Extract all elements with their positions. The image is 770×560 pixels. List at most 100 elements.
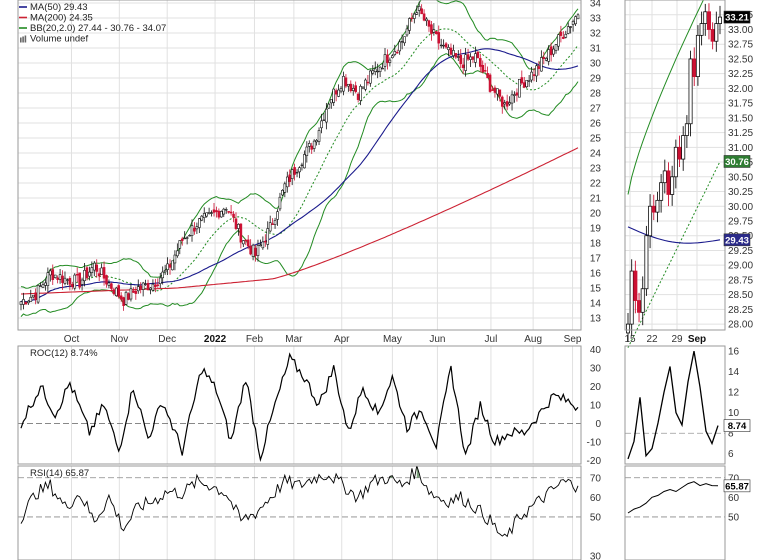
candle-body xyxy=(220,211,223,218)
candle-body xyxy=(205,212,208,217)
candle-body xyxy=(210,212,213,214)
price-badge xyxy=(723,233,751,247)
candle-body xyxy=(56,277,59,280)
rsi-y-tick-label: 50 xyxy=(590,512,602,523)
candle-body xyxy=(417,6,421,11)
candle-body xyxy=(395,51,399,54)
zoom-y-tick-label: 29.25 xyxy=(728,246,753,257)
candle-body xyxy=(322,119,326,121)
y-tick-label: 13 xyxy=(590,314,602,325)
zoom-y-tick-label: 30.00 xyxy=(728,202,753,213)
candle-body xyxy=(415,12,419,15)
candle-body xyxy=(437,32,441,44)
candle-body xyxy=(513,94,516,96)
candle-body xyxy=(498,89,502,97)
zoom-y-tick-label: 31.50 xyxy=(728,113,753,124)
rsi-line xyxy=(20,465,579,538)
rsi-zoom-line xyxy=(627,481,719,514)
candle-body xyxy=(90,267,94,273)
zoom-x-tick-label: Sep xyxy=(688,334,706,345)
bb-upper-line xyxy=(20,0,579,289)
candle-body xyxy=(183,237,186,240)
candle-body xyxy=(432,29,436,33)
candle-body xyxy=(469,56,472,60)
candle-body xyxy=(188,235,191,237)
roc-zoom-y-tick-label: 12 xyxy=(728,388,740,399)
candle-body xyxy=(158,277,162,284)
y-tick-label: 29 xyxy=(590,74,602,85)
candle-body xyxy=(198,218,201,228)
candle-body xyxy=(557,34,560,47)
candle-body xyxy=(85,267,89,279)
candle-body xyxy=(278,196,282,210)
candle-body xyxy=(259,244,262,247)
zoom-y-tick-label: 31.00 xyxy=(728,143,753,154)
roc-y-tick-label: -20 xyxy=(587,456,602,467)
candle-body xyxy=(146,283,150,291)
candle-body xyxy=(193,227,196,232)
candle-body xyxy=(31,294,35,298)
zoom-candle-body xyxy=(666,170,671,195)
candle-body xyxy=(285,176,289,188)
zoom-candle-body xyxy=(688,58,693,125)
price-badge-text: 29.43 xyxy=(725,235,749,246)
candle-body xyxy=(261,241,265,249)
zoom-y-tick-label: 29.75 xyxy=(728,216,753,227)
y-tick-label: 14 xyxy=(590,299,602,310)
candle-body xyxy=(68,277,72,285)
candle-body xyxy=(349,83,353,92)
candle-body xyxy=(281,190,284,196)
candle-body xyxy=(422,13,426,21)
candle-body xyxy=(22,299,25,305)
candle-body xyxy=(71,284,74,287)
candle-body xyxy=(307,143,311,147)
zoom-candle-body xyxy=(681,135,686,160)
candle-body xyxy=(92,262,96,271)
axis-labels: 13 14 15 16 17 18 19 20 21 22 23 24 25 26 27 28 29 30 31 32… xyxy=(64,0,754,560)
y-tick-label: 19 xyxy=(590,224,602,235)
candle-body xyxy=(51,269,55,281)
candle-body xyxy=(300,164,304,167)
candle-body xyxy=(574,16,577,25)
zoom-candle-body xyxy=(659,182,664,201)
candle-body xyxy=(234,218,238,229)
candle-body xyxy=(178,240,182,249)
candle-body xyxy=(442,44,445,47)
rsi-badge-text: 65.87 xyxy=(725,481,749,492)
x-tick-label: Apr xyxy=(334,334,350,345)
roc-badge-text: 8.74 xyxy=(728,421,747,432)
x-tick-label: Nov xyxy=(110,334,128,345)
legend-entry: MA(200) 24.35 xyxy=(30,13,93,24)
candle-body xyxy=(554,44,558,51)
candle-body xyxy=(207,212,211,214)
candle-body xyxy=(376,70,379,73)
zoom-candle-body xyxy=(651,205,656,213)
candle-body xyxy=(466,54,470,60)
zoom-candle-body xyxy=(703,11,708,24)
candle-body xyxy=(540,57,543,72)
candle-body xyxy=(276,211,279,220)
zoom-y-tick-label: 32.00 xyxy=(728,84,753,95)
candle-body xyxy=(427,20,431,27)
zoom-candle-body xyxy=(633,270,638,301)
candle-body xyxy=(49,270,52,276)
zoom-x-tick-label: 29 xyxy=(671,334,683,345)
zoom-candle-body xyxy=(662,170,667,184)
zoom-ma50-line xyxy=(627,226,721,244)
candle-body xyxy=(58,274,62,280)
x-tick-label: Aug xyxy=(524,334,542,345)
candle-body xyxy=(452,50,455,56)
candle-body xyxy=(408,18,411,31)
roc-zoom-y-tick-label: 14 xyxy=(728,367,740,378)
candle-body xyxy=(491,89,494,91)
legend-entry: BB(20,2.0) 27.44 - 30.76 - 34.07 xyxy=(30,23,166,34)
candle-body xyxy=(75,274,79,276)
candle-body xyxy=(483,70,487,72)
candle-body xyxy=(53,274,57,278)
candle-body xyxy=(161,271,164,279)
zoom-y-tick-label: 32.25 xyxy=(728,69,753,80)
x-tick-label: Oct xyxy=(64,334,80,345)
candle-body xyxy=(461,64,465,69)
zoom-candle-body xyxy=(655,199,660,213)
candle-body xyxy=(569,26,572,28)
